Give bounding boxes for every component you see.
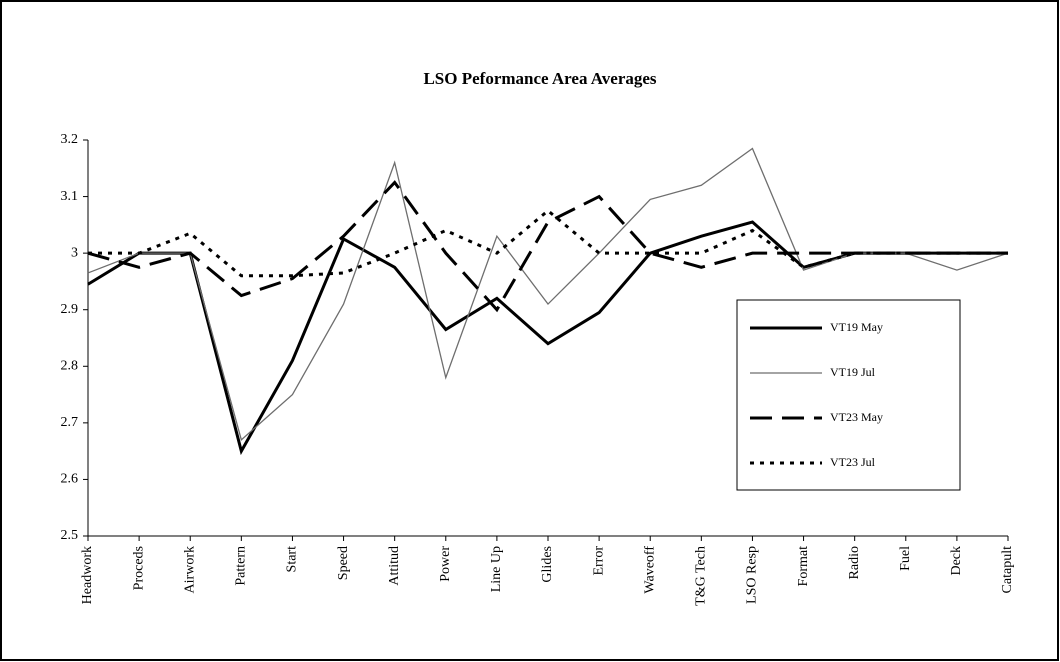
x-tick-label: Deck bbox=[949, 546, 964, 576]
x-tick-label: Fuel bbox=[898, 546, 913, 571]
chart-title: LSO Peformance Area Averages bbox=[423, 69, 656, 88]
x-tick-label: Headwork bbox=[80, 546, 95, 604]
x-tick-label: Format bbox=[796, 546, 811, 587]
y-tick-label: 2.7 bbox=[61, 415, 79, 430]
legend-label: VT23 Jul bbox=[830, 455, 876, 469]
y-tick-label: 2.8 bbox=[61, 359, 79, 374]
y-tick-label: 2.9 bbox=[61, 302, 79, 317]
x-tick-label: Power bbox=[438, 546, 453, 582]
x-tick-label: Catapult bbox=[1000, 546, 1015, 594]
legend-box bbox=[736, 299, 961, 491]
y-tick-label: 3 bbox=[71, 245, 78, 260]
x-tick-label: Airwork bbox=[182, 546, 197, 593]
x-tick-label: LSO Resp bbox=[745, 546, 760, 604]
x-tick-label: Attitud bbox=[387, 546, 402, 586]
x-tick-label: Speed bbox=[336, 546, 351, 580]
y-tick-label: 2.5 bbox=[61, 528, 79, 543]
x-tick-label: Radio bbox=[847, 546, 862, 579]
legend-label: VT23 May bbox=[830, 410, 883, 424]
legend-label: VT19 Jul bbox=[830, 365, 876, 379]
series-line bbox=[87, 180, 1008, 313]
x-tick-label: Start bbox=[285, 546, 300, 573]
y-tick-label: 2.6 bbox=[61, 472, 79, 487]
legend-label: VT19 May bbox=[830, 320, 883, 334]
x-tick-label: T&G Tech bbox=[694, 546, 709, 606]
x-tick-label: Waveoff bbox=[642, 546, 657, 594]
x-tick-label: Proceds bbox=[131, 546, 146, 590]
y-tick-label: 3.2 bbox=[61, 132, 79, 147]
x-tick-label: Line Up bbox=[489, 546, 504, 592]
x-tick-label: Glides bbox=[540, 546, 555, 583]
x-tick-label: Error bbox=[591, 546, 606, 576]
y-tick-label: 3.1 bbox=[61, 189, 79, 204]
x-tick-label: Pattern bbox=[234, 546, 249, 586]
series-line bbox=[88, 208, 1008, 278]
